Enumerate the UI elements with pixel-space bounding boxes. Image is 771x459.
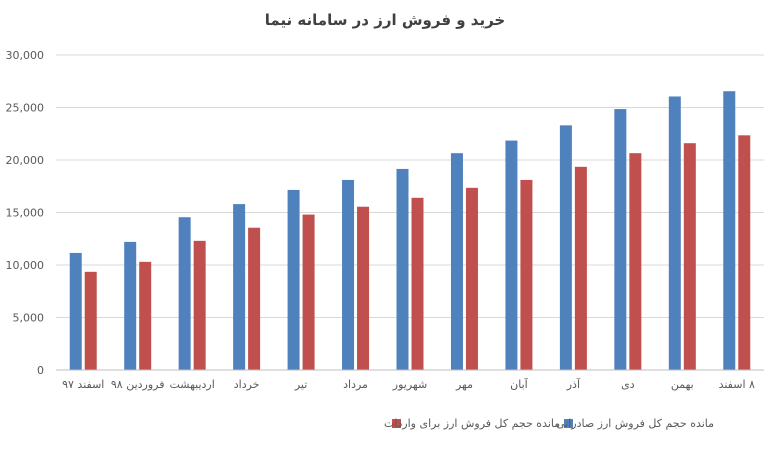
bar-import	[520, 179, 533, 370]
x-tick-label: اردیبهشت	[169, 378, 214, 391]
y-tick-label: 20,000	[6, 154, 45, 167]
bar-import	[139, 261, 152, 370]
bar-export	[559, 125, 572, 370]
x-tick-label: تیر	[294, 378, 307, 391]
bar-export	[668, 96, 681, 370]
legend-label: مانده حجم کل فروش ارز صادراتی	[556, 417, 714, 430]
bar-export	[178, 217, 191, 370]
x-tick-label: شهریور	[392, 378, 427, 391]
bar-export	[614, 109, 627, 370]
x-axis-ticks: اسفند ۹۷ فروردین ۹۸ اردیبهشت خرداد تیر مرداد ش…	[62, 377, 755, 391]
bar-import	[302, 214, 315, 370]
bar-export	[124, 241, 137, 370]
bar-import	[629, 153, 642, 370]
bar-import	[683, 143, 696, 370]
y-tick-label: 0	[37, 364, 44, 377]
bar-export	[233, 204, 246, 370]
bar-import	[465, 187, 478, 370]
bar-export	[69, 252, 82, 370]
bar-import	[574, 166, 587, 370]
bar-import	[411, 197, 424, 370]
x-tick-label: دی	[621, 378, 635, 391]
x-tick-label: خرداد	[234, 378, 260, 391]
bar-export	[450, 153, 463, 370]
x-tick-label: مهر	[455, 378, 473, 391]
legend-swatch	[392, 419, 401, 428]
bar-import	[248, 227, 261, 370]
bar-export	[287, 189, 300, 370]
bar-export	[342, 179, 355, 370]
bar-import	[357, 206, 370, 370]
y-axis-ticks: 0 5,000 10,000 15,000 20,000 25,000 30,000	[6, 49, 45, 377]
x-tick-label: فروردین ۹۸	[111, 378, 165, 391]
gridlines	[56, 54, 764, 371]
legend-label: مانده حجم کل فروش ارز برای واردات	[384, 417, 560, 430]
y-tick-label: 15,000	[6, 207, 45, 220]
bar-export	[723, 91, 736, 370]
bar-import	[193, 240, 206, 370]
y-tick-label: 30,000	[6, 49, 45, 62]
bar-export	[505, 140, 518, 370]
x-tick-label: اسفند ۹۷	[62, 378, 104, 391]
bar-import	[84, 271, 97, 370]
y-tick-label: 5,000	[13, 312, 45, 325]
legend-swatch	[564, 419, 573, 428]
x-tick-label: آذر	[566, 377, 581, 391]
chart-title: خرید و فروش ارز در سامانه نیما	[265, 11, 506, 29]
bar-export	[396, 168, 409, 370]
bars	[56, 91, 764, 371]
x-tick-label: مرداد	[343, 378, 368, 391]
x-tick-label: بهمن	[671, 378, 694, 391]
y-tick-label: 10,000	[6, 259, 45, 272]
bar-import	[738, 135, 751, 370]
x-tick-label: ۸ اسفند	[719, 378, 755, 391]
x-tick-label: آبان	[510, 377, 528, 391]
y-tick-label: 25,000	[6, 102, 45, 115]
